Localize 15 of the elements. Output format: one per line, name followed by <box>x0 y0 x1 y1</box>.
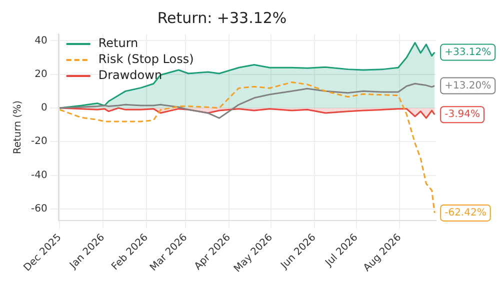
y-tick-label: -40 <box>30 170 48 181</box>
y-tick-label: 0 <box>40 102 48 114</box>
chart-title: Return: +33.12% <box>157 8 287 27</box>
legend-label: Return <box>98 36 138 50</box>
legend-label: Drawdown <box>98 68 162 82</box>
annotation: -62.42% <box>444 208 486 219</box>
y-tick-label: 20 <box>34 68 48 80</box>
annotation: -3.94% <box>444 109 480 120</box>
y-axis-title: Return (%) <box>12 100 24 154</box>
y-tick-label: -20 <box>30 136 48 148</box>
y-tick-label: -60 <box>30 203 48 214</box>
legend-label: Risk (Stop Loss) <box>98 52 194 66</box>
annotation: +33.12% <box>444 46 492 58</box>
y-tick-label: 40 <box>34 35 48 46</box>
annotation: +13.20% <box>444 80 492 92</box>
